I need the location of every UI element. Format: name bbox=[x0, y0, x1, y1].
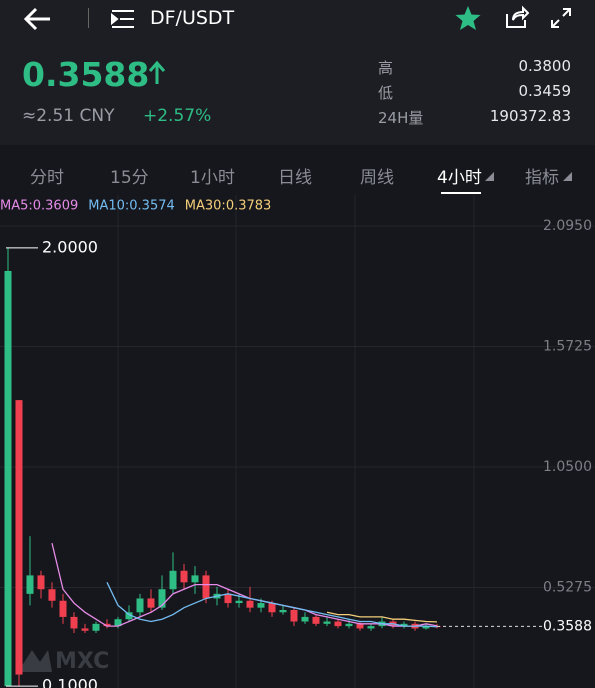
stat-value: 190372.83 bbox=[489, 107, 571, 125]
stat-value: 0.3800 bbox=[518, 57, 572, 75]
pair-name: DF/USDT bbox=[150, 7, 235, 29]
candle-body bbox=[15, 400, 23, 675]
stat-label: 24H量 bbox=[378, 109, 424, 127]
tab[interactable]: 指标 bbox=[525, 168, 559, 188]
extreme-label: 2.0000 bbox=[42, 237, 98, 256]
back-button[interactable] bbox=[22, 6, 54, 32]
candle-body bbox=[235, 600, 243, 604]
candle-body bbox=[290, 609, 298, 622]
tab-caret bbox=[563, 172, 572, 181]
watermark-logo bbox=[18, 650, 52, 672]
candle-body bbox=[70, 616, 78, 629]
period-tabs: 分时 15分 1小时 日线 周线 4小时 指标 bbox=[0, 148, 595, 198]
candle-body bbox=[345, 623, 353, 627]
candle-body bbox=[158, 589, 166, 608]
cny-price: ≈2.51 CNY bbox=[22, 106, 115, 126]
candle-body bbox=[26, 575, 34, 594]
tab[interactable]: 日线 bbox=[278, 168, 312, 188]
candle-body bbox=[224, 593, 232, 604]
stat-label: 高 bbox=[378, 59, 394, 77]
ma-line bbox=[106, 582, 438, 628]
candle-body bbox=[367, 626, 375, 629]
share-icon[interactable] bbox=[503, 4, 529, 30]
candle-body bbox=[334, 621, 342, 627]
y-tick-label: 1.0500 bbox=[543, 459, 592, 475]
y-tick-label: 1.5725 bbox=[543, 339, 592, 355]
y-tick-label: 0.5275 bbox=[543, 580, 592, 596]
candle-body bbox=[48, 589, 56, 601]
legend-entry: MA10:0.3574 bbox=[88, 199, 175, 214]
tab-underline bbox=[441, 192, 481, 194]
ma-line bbox=[51, 542, 438, 627]
y-tick-label: 2.0950 bbox=[543, 218, 592, 234]
candle-body bbox=[114, 619, 122, 627]
candle-body bbox=[169, 570, 177, 590]
candle-body bbox=[136, 598, 144, 613]
menu-icon[interactable] bbox=[110, 8, 136, 30]
candle-body bbox=[125, 612, 133, 620]
tab[interactable]: 周线 bbox=[360, 168, 394, 188]
candle-body bbox=[59, 600, 67, 617]
tab[interactable]: 1小时 bbox=[190, 168, 235, 188]
candle-body bbox=[4, 270, 12, 687]
legend-entry: MA30:0.3783 bbox=[185, 199, 272, 214]
tab[interactable]: 15分 bbox=[110, 168, 149, 188]
candle-body bbox=[202, 575, 210, 599]
candle-body bbox=[356, 623, 364, 629]
fullscreen-icon[interactable] bbox=[549, 6, 573, 30]
candle-body bbox=[400, 623, 408, 627]
candle-body bbox=[103, 623, 111, 627]
candle-body bbox=[422, 626, 430, 629]
candle-body bbox=[268, 603, 276, 613]
candle-body bbox=[81, 628, 89, 631]
tab[interactable]: 分时 bbox=[30, 168, 64, 188]
candle-body bbox=[180, 570, 188, 583]
candle-body bbox=[312, 616, 320, 624]
up-arrow bbox=[148, 60, 166, 84]
tab-caret bbox=[485, 172, 494, 181]
candle-body bbox=[37, 575, 45, 590]
extreme-label: 0.1000 bbox=[42, 676, 98, 688]
favorite-star[interactable] bbox=[454, 4, 482, 32]
header: DF/USDT 0.3588 ≈2.51 CNY +2.57% 高 0.3800 低… bbox=[0, 0, 595, 145]
tab[interactable]: 4小时 bbox=[437, 168, 482, 188]
stat-label: 低 bbox=[378, 84, 394, 102]
candle-body bbox=[147, 598, 155, 608]
candle-body bbox=[246, 600, 254, 608]
change-percent: +2.57% bbox=[143, 106, 212, 126]
stat-value: 0.3459 bbox=[518, 82, 572, 100]
chart: MXC2.09501.57251.05000.52750.0050MA5:0.3… bbox=[0, 195, 595, 688]
watermark: MXC bbox=[55, 649, 109, 674]
last-price-label: 0.3588 bbox=[543, 618, 592, 634]
candle-body bbox=[257, 603, 265, 608]
candle-body bbox=[323, 621, 331, 624]
legend-entry: MA5:0.3609 bbox=[0, 199, 78, 214]
candle-body bbox=[92, 623, 100, 631]
candle-body bbox=[279, 609, 287, 613]
ma-line bbox=[326, 611, 438, 623]
candle-body bbox=[191, 575, 199, 583]
divider bbox=[88, 8, 89, 28]
candle-body bbox=[301, 616, 309, 622]
last-price: 0.3588 bbox=[22, 55, 150, 94]
